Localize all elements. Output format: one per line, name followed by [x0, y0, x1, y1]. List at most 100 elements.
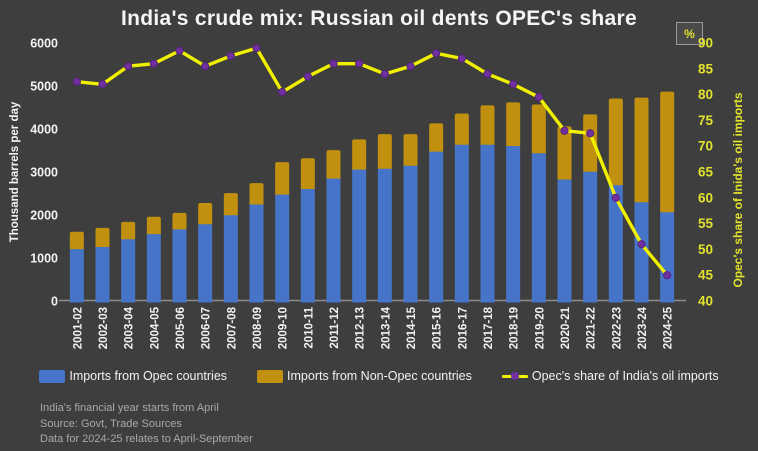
bar-opec-2010-11: [300, 187, 315, 303]
bar-non-opec-2002-03: [95, 227, 110, 248]
chart-title: India's crude mix: Russian oil dents OPE…: [120, 7, 637, 30]
bar-opec-2014-15: [403, 164, 418, 303]
bar-opec-2020-21: [557, 178, 572, 303]
bar-non-opec-2019-20: [531, 104, 546, 154]
right-axis-tick-label: 60: [698, 190, 713, 205]
share-marker-2012-13: [355, 59, 364, 68]
bar-non-opec-2024-25: [660, 91, 675, 213]
x-axis-label: 2019-20: [534, 307, 546, 349]
bar-opec-2022-23: [608, 183, 623, 303]
bar-opec-2004-05: [146, 232, 161, 303]
x-axis-label: 2012-13: [355, 307, 367, 349]
bar-non-opec-2020-21: [557, 126, 572, 180]
x-axis-label: 2001-02: [72, 307, 84, 349]
right-axis-tick-label: 45: [698, 268, 714, 283]
footnote-line-1: India's financial year starts from April: [40, 402, 219, 414]
bar-opec-2017-18: [480, 143, 495, 303]
right-axis-tick-label: 40: [698, 294, 713, 309]
footnotes: India's financial year starts from April…: [40, 401, 253, 448]
share-marker-2004-05: [149, 59, 158, 68]
share-marker-2006-07: [201, 62, 210, 71]
bar-non-opec-2016-17: [454, 113, 469, 145]
share-line: [75, 46, 669, 277]
bar-opec-2015-16: [429, 150, 444, 303]
share-marker-2022-23: [611, 193, 620, 202]
bar-opec-2001-02: [69, 247, 84, 303]
legend-label-share: Opec's share of India's oil imports: [531, 369, 719, 383]
non-opec-bar-swatch: [257, 369, 284, 383]
x-axis-label: 2003-04: [124, 306, 136, 349]
x-axis-label: 2005-06: [175, 307, 187, 349]
share-marker-2011-12: [329, 59, 338, 68]
bar-opec-2007-08: [223, 213, 238, 303]
x-axis-label: 2004-05: [149, 306, 161, 349]
right-axis-tick-label: 90: [698, 36, 713, 51]
left-axis-tick-label: 6000: [30, 37, 58, 51]
share-marker-2018-19: [509, 80, 518, 89]
legend: Imports from Opec countries Imports from…: [0, 369, 758, 383]
legend-item-opec: Imports from Opec countries: [39, 369, 227, 383]
bar-non-opec-2013-14: [377, 134, 392, 169]
percent-unit-label: %: [684, 26, 695, 41]
share-marker-2003-04: [124, 62, 133, 71]
bar-opec-2012-13: [352, 168, 367, 303]
bar-non-opec-2021-22: [583, 114, 598, 172]
bar-non-opec-2014-15: [403, 134, 418, 166]
legend-label-non-opec: Imports from Non-Opec countries: [287, 369, 472, 383]
bar-non-opec-2017-18: [480, 105, 495, 145]
bar-opec-2008-09: [249, 202, 264, 303]
x-axis-label: 2022-23: [611, 307, 623, 349]
share-marker-2010-11: [303, 72, 312, 81]
x-axis-label: 2013-14: [380, 306, 392, 349]
bar-non-opec-2007-08: [223, 193, 238, 216]
x-axis-label: 2011-12: [329, 307, 341, 349]
bar-non-opec-2011-12: [326, 150, 341, 179]
x-axis-label: 2024-25: [663, 306, 675, 349]
share-marker-2013-14: [380, 69, 389, 79]
share-marker-2015-16: [432, 49, 441, 58]
bar-non-opec-2008-09: [249, 183, 264, 205]
x-axis-label: 2020-21: [560, 306, 572, 349]
x-axis-label: 2017-18: [483, 306, 495, 349]
x-axis-label: 2009-10: [278, 307, 290, 349]
left-axis-tick-label: 2000: [30, 209, 58, 223]
x-axis-label: 2008-09: [252, 307, 264, 349]
right-axis-tick-label: 65: [698, 165, 714, 180]
left-axis-tick-label: 4000: [30, 123, 58, 137]
right-axis-tick-label: 85: [698, 61, 714, 76]
bar-non-opec-2003-04: [121, 221, 136, 240]
share-marker-2021-22: [586, 129, 595, 138]
right-axis-tick-label: 55: [698, 216, 714, 231]
bar-opec-2023-24: [634, 200, 649, 303]
bar-non-opec-2009-10: [275, 162, 290, 195]
share-marker-2020-21: [560, 126, 569, 135]
left-axis-tick-label: 0: [51, 295, 58, 309]
share-marker-2002-03: [98, 80, 107, 89]
footnote-line-2: Source: Govt, Trade Sources: [40, 417, 182, 430]
legend-item-share: Opec's share of India's oil imports: [501, 369, 719, 383]
bar-opec-2009-10: [275, 193, 290, 303]
bar-opec-2013-14: [377, 167, 392, 303]
left-axis-tick-label: 5000: [30, 80, 58, 94]
x-axis-label: 2002-03: [98, 307, 110, 349]
bar-opec-2024-25: [660, 210, 675, 303]
x-axis-label: 2015-16: [432, 307, 444, 349]
share-marker-2009-10: [278, 87, 287, 97]
bar-non-opec-2023-24: [634, 97, 649, 203]
bar-non-opec-2015-16: [429, 123, 444, 152]
percent-unit-box: %: [676, 22, 703, 45]
left-axis-tick-label: 3000: [30, 166, 58, 180]
x-axis-label: 2021-22: [586, 307, 598, 349]
bar-opec-2002-03: [95, 245, 110, 303]
left-axis-tick-label: 1000: [30, 252, 58, 266]
x-axis-label: 2007-08: [226, 306, 238, 349]
share-marker-2008-09: [252, 44, 261, 53]
share-marker-2019-20: [534, 93, 543, 102]
legend-item-non-opec: Imports from Non-Opec countries: [257, 369, 472, 383]
share-marker-2017-18: [483, 69, 492, 79]
bar-opec-2019-20: [531, 151, 546, 303]
share-line-swatch: [501, 372, 528, 380]
bar-non-opec-2018-19: [506, 102, 521, 146]
